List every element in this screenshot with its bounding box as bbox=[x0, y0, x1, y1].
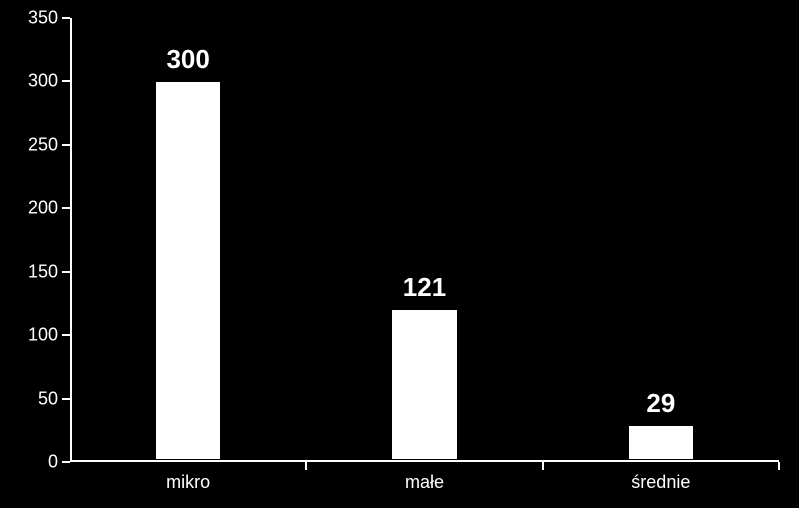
x-tick bbox=[778, 462, 780, 470]
y-tick-label: 50 bbox=[38, 388, 70, 409]
x-tick bbox=[542, 462, 544, 470]
y-axis bbox=[70, 18, 72, 462]
y-tick-label: 200 bbox=[28, 198, 70, 219]
x-category-label: mikro bbox=[166, 462, 210, 493]
bar-value-label: 29 bbox=[646, 388, 675, 419]
bar-chart: 0 50 100 150 200 250 300 350 mikro 300 małe 121 śred… bbox=[0, 0, 799, 508]
bar-value-label: 121 bbox=[403, 272, 446, 303]
y-tick-label: 350 bbox=[28, 8, 70, 29]
y-tick-label: 150 bbox=[28, 261, 70, 282]
y-tick-label: 250 bbox=[28, 134, 70, 155]
bar bbox=[155, 81, 221, 460]
y-tick-label: 300 bbox=[28, 71, 70, 92]
bar bbox=[391, 309, 457, 460]
bar bbox=[628, 425, 694, 460]
plot-area: 050100150200250300350mikro300małe121śred… bbox=[70, 18, 779, 462]
x-category-label: średnie bbox=[631, 462, 690, 493]
y-tick-label: 0 bbox=[48, 452, 70, 473]
bar-value-label: 300 bbox=[166, 44, 209, 75]
x-tick bbox=[305, 462, 307, 470]
y-tick-label: 100 bbox=[28, 325, 70, 346]
x-category-label: małe bbox=[405, 462, 444, 493]
